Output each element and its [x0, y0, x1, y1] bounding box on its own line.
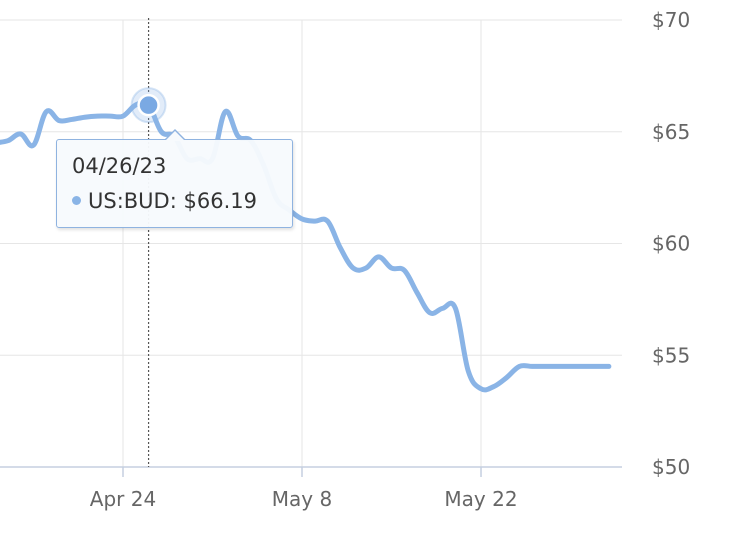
y-tick-label: $55 — [652, 343, 690, 367]
hover-marker-point[interactable] — [137, 93, 160, 117]
x-tick-label: May 8 — [272, 487, 332, 511]
x-tick-label: May 22 — [444, 487, 517, 511]
y-tick-label: $50 — [652, 455, 690, 479]
y-tick-label: $60 — [652, 232, 690, 256]
tooltip: 04/26/23 US:BUD: $66.19 — [56, 129, 293, 228]
horizontal-gridlines — [0, 19, 622, 356]
x-axis-ticks — [122, 467, 482, 477]
x-tick-label: Apr 24 — [90, 487, 156, 511]
y-tick-label: $65 — [652, 120, 690, 144]
y-tick-label: $70 — [652, 8, 690, 32]
y-axis-labels: $50 $55 $60 $65 $70 — [652, 8, 690, 479]
tooltip-value: $66.19 — [183, 189, 257, 213]
x-axis-labels: Apr 24 May 8 May 22 — [90, 487, 518, 511]
series-dot-icon — [72, 195, 81, 205]
series-line-us-bud[interactable] — [0, 99, 612, 393]
tooltip-series-label: US:BUD — [88, 189, 170, 213]
tooltip-date: 04/26/23 — [72, 154, 167, 178]
tooltip-series-row: US:BUD: $66.19 — [72, 189, 257, 213]
